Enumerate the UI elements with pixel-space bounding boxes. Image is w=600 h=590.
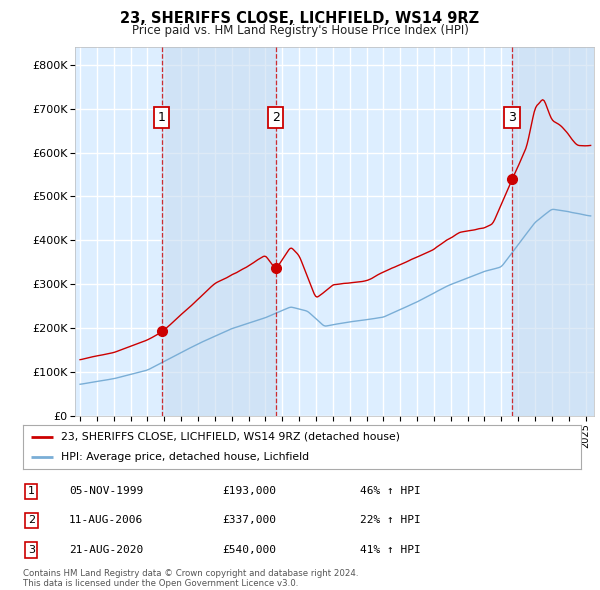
Bar [512, 47, 594, 416]
Text: HPI: Average price, detached house, Lichfield: HPI: Average price, detached house, Lich… [61, 452, 309, 462]
Bar [162, 47, 275, 416]
Text: 21-AUG-2020: 21-AUG-2020 [69, 545, 143, 555]
Text: 05-NOV-1999: 05-NOV-1999 [69, 487, 143, 496]
Text: 41% ↑ HPI: 41% ↑ HPI [360, 545, 421, 555]
Text: Contains HM Land Registry data © Crown copyright and database right 2024.
This d: Contains HM Land Registry data © Crown c… [23, 569, 358, 588]
Text: 3: 3 [28, 545, 35, 555]
Text: 3: 3 [508, 111, 516, 124]
Text: £193,000: £193,000 [222, 487, 276, 496]
Text: Price paid vs. HM Land Registry's House Price Index (HPI): Price paid vs. HM Land Registry's House … [131, 24, 469, 37]
Text: 1: 1 [158, 111, 166, 124]
Text: 23, SHERIFFS CLOSE, LICHFIELD, WS14 9RZ (detached house): 23, SHERIFFS CLOSE, LICHFIELD, WS14 9RZ … [61, 432, 400, 442]
Text: 46% ↑ HPI: 46% ↑ HPI [360, 487, 421, 496]
Text: £540,000: £540,000 [222, 545, 276, 555]
Text: 1: 1 [28, 487, 35, 496]
Text: 2: 2 [272, 111, 280, 124]
Text: 23, SHERIFFS CLOSE, LICHFIELD, WS14 9RZ: 23, SHERIFFS CLOSE, LICHFIELD, WS14 9RZ [121, 11, 479, 25]
Text: 11-AUG-2006: 11-AUG-2006 [69, 516, 143, 525]
Text: 22% ↑ HPI: 22% ↑ HPI [360, 516, 421, 525]
Text: 2: 2 [28, 516, 35, 525]
Text: £337,000: £337,000 [222, 516, 276, 525]
